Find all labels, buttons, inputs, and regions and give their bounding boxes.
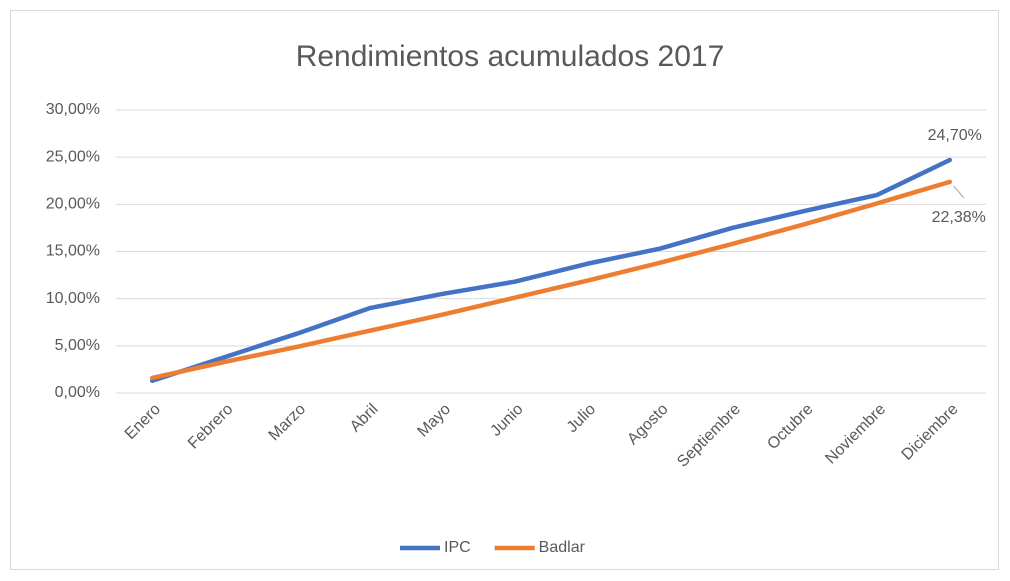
series-line [150, 179, 952, 381]
y-tick-label: 15,00% [46, 243, 100, 260]
y-tick-label: 5,00% [55, 337, 100, 354]
y-tick-label: 25,00% [46, 148, 100, 165]
data-label: 22,38% [932, 209, 986, 226]
data-label: 24,70% [928, 127, 982, 144]
chart-border [10, 10, 999, 570]
leader-line [953, 185, 965, 199]
legend-label: IPC [444, 539, 471, 556]
y-tick-label: 20,00% [46, 196, 100, 213]
y-tick-label: 10,00% [46, 290, 100, 307]
y-tick-label: 30,00% [46, 101, 100, 118]
series-line [150, 157, 952, 383]
y-tick-label: 0,00% [55, 384, 100, 401]
legend-label: Badlar [539, 539, 586, 556]
chart-title: Rendimientos acumulados 2017 [296, 40, 725, 73]
